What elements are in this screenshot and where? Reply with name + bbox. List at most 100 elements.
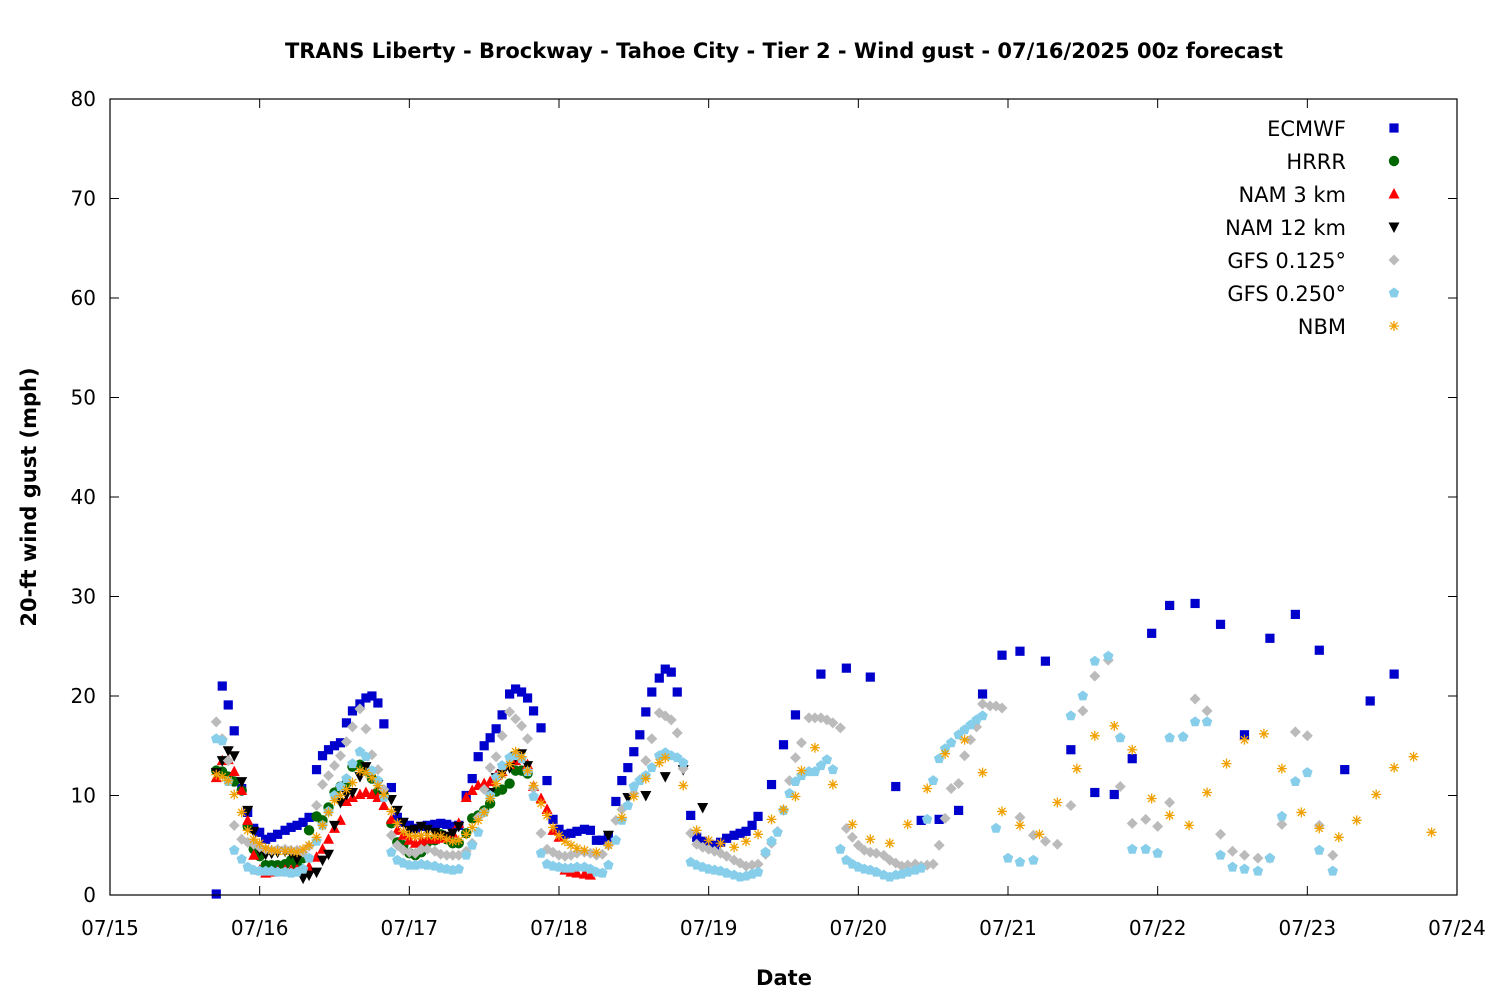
data-point (435, 831, 446, 842)
data-point (292, 847, 303, 858)
data-point (834, 722, 846, 734)
data-point (266, 845, 277, 856)
data-point (317, 855, 329, 867)
data-point (1039, 835, 1051, 847)
data-point (766, 779, 777, 790)
data-point (447, 828, 459, 840)
y-axis-label: 20-ft wind gust (mph) (17, 367, 41, 626)
data-point (255, 827, 265, 837)
data-point (954, 805, 964, 816)
data-point (809, 742, 820, 753)
y-tick-label: 10 (71, 784, 96, 808)
data-point (617, 775, 627, 786)
data-point (248, 834, 259, 845)
data-point (392, 812, 402, 822)
data-point (460, 791, 472, 802)
data-point (741, 836, 752, 847)
data-point (554, 824, 564, 834)
data-point (571, 861, 583, 872)
data-point (827, 764, 839, 775)
data-point (821, 754, 833, 765)
data-point (933, 753, 945, 764)
data-point (596, 848, 608, 860)
legend-label: NBM (1298, 315, 1346, 339)
data-point (686, 810, 696, 820)
x-tick-label: 07/23 (1279, 916, 1337, 940)
data-point (484, 762, 496, 774)
data-point (485, 733, 495, 743)
data-point (1340, 765, 1350, 775)
data-point (953, 778, 965, 790)
data-point (840, 822, 852, 834)
data-point (1327, 849, 1339, 861)
data-point (752, 866, 764, 877)
data-point (997, 650, 1007, 660)
data-point (654, 673, 664, 683)
data-point (603, 859, 614, 870)
legend-marker (1388, 254, 1400, 266)
data-point (1164, 796, 1176, 808)
data-point (1140, 843, 1151, 854)
data-point (572, 826, 582, 836)
data-point (584, 869, 596, 880)
legend-label: HRRR (1286, 150, 1346, 174)
data-point (796, 765, 807, 776)
data-point (335, 738, 346, 748)
data-point (280, 846, 291, 857)
data-point (372, 780, 383, 791)
data-point (1164, 732, 1175, 743)
data-point (490, 751, 502, 763)
data-point (927, 775, 939, 785)
data-point (392, 818, 403, 829)
data-point (422, 830, 433, 841)
data-point (228, 751, 240, 762)
data-point (990, 822, 1002, 833)
data-point (959, 750, 971, 762)
data-point (933, 839, 945, 851)
data-point (467, 773, 477, 784)
data-point (347, 777, 358, 788)
data-point (385, 829, 397, 841)
data-point (729, 842, 740, 853)
data-point (579, 824, 590, 834)
data-point (311, 832, 322, 843)
data-point (1140, 813, 1152, 825)
data-point (622, 800, 634, 810)
data-point (623, 763, 633, 773)
data-point (809, 712, 821, 724)
data-point (1258, 728, 1269, 739)
x-tick-label: 07/15 (81, 916, 139, 940)
data-point (496, 760, 508, 771)
data-point (1290, 609, 1300, 620)
data-point (211, 769, 222, 780)
data-point (504, 759, 515, 770)
data-point (672, 687, 682, 697)
legend-marker (1388, 155, 1400, 167)
data-point (1065, 710, 1077, 721)
data-point (536, 798, 547, 809)
data-point (916, 815, 926, 825)
data-point (1184, 820, 1195, 831)
data-point (504, 778, 515, 789)
data-point (303, 825, 315, 836)
data-point (559, 836, 570, 847)
data-point (752, 858, 764, 870)
data-point (292, 820, 302, 830)
data-point (453, 849, 465, 861)
data-point (228, 819, 240, 831)
data-point (467, 822, 478, 833)
data-point (361, 693, 371, 703)
data-point (1351, 815, 1362, 826)
data-point (341, 784, 352, 795)
data-point (560, 829, 570, 839)
data-point (447, 836, 458, 847)
data-point (441, 849, 453, 861)
data-point (1189, 716, 1201, 727)
data-point (291, 854, 303, 866)
data-point (1276, 763, 1287, 774)
data-point (741, 826, 751, 836)
data-point (354, 703, 366, 715)
data-point (542, 810, 553, 821)
data-point (415, 821, 427, 833)
data-point (510, 746, 521, 757)
